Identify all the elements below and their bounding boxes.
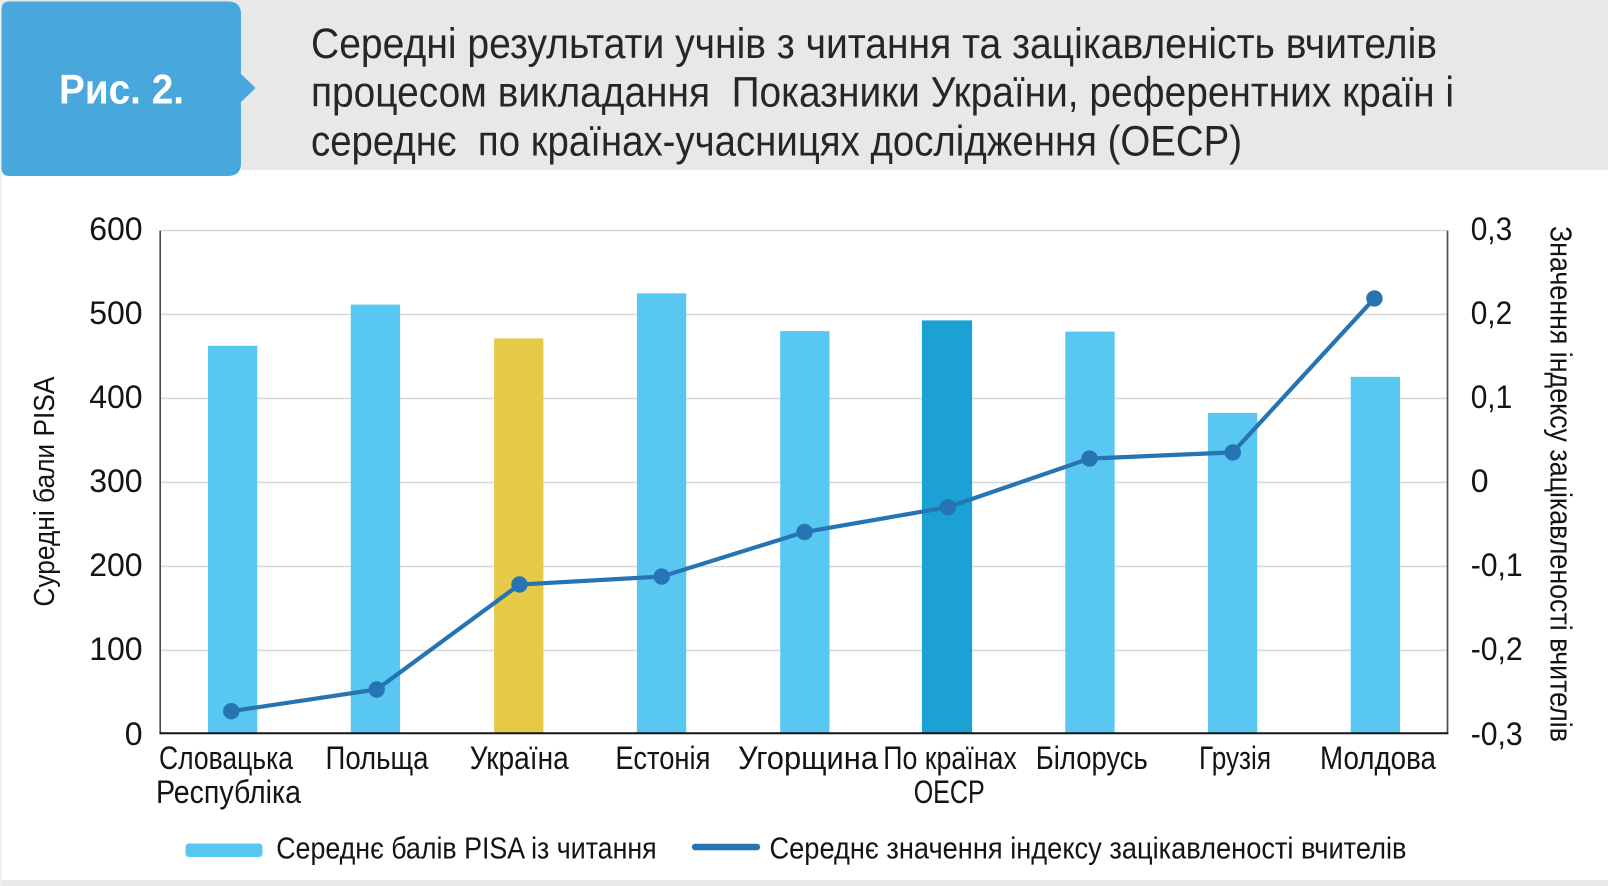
svg-text:400: 400	[89, 379, 142, 415]
svg-text:По країнах: По країнах	[883, 740, 1017, 776]
svg-text:Республіка: Республіка	[156, 774, 301, 810]
svg-text:100: 100	[89, 631, 142, 667]
svg-text:Угорщина: Угорщина	[738, 740, 878, 776]
svg-text:Значення індексу зацікавленост: Значення індексу зацікавленості вчителів	[1543, 226, 1578, 742]
svg-text:0,3: 0,3	[1471, 211, 1513, 247]
svg-text:-0,1: -0,1	[1471, 547, 1523, 583]
svg-text:процесом викладання Показники: процесом викладання Показники України, р…	[311, 69, 1454, 117]
svg-text:Суредні бали PISA: Суредні бали PISA	[29, 376, 61, 607]
svg-text:Польща: Польща	[326, 740, 429, 776]
svg-text:ОЕСР: ОЕСР	[914, 774, 985, 810]
svg-text:0: 0	[125, 716, 143, 752]
svg-text:-0,3: -0,3	[1471, 716, 1523, 752]
svg-text:Естонія: Естонія	[615, 740, 710, 776]
svg-text:Рис. 2.: Рис. 2.	[59, 66, 184, 113]
svg-text:Грузія: Грузія	[1199, 740, 1271, 776]
svg-text:0: 0	[1471, 463, 1489, 499]
svg-text:Середні результати учнів з чит: Середні результати учнів з читання та за…	[311, 20, 1437, 68]
svg-text:Словацька: Словацька	[159, 740, 293, 776]
svg-text:200: 200	[89, 547, 142, 583]
svg-text:-0,2: -0,2	[1471, 631, 1523, 667]
svg-text:300: 300	[89, 463, 142, 499]
svg-text:Середнє значення індексу зацік: Середнє значення індексу зацікавленості …	[770, 831, 1407, 866]
svg-text:0,1: 0,1	[1471, 379, 1513, 415]
svg-text:Білорусь: Білорусь	[1036, 740, 1148, 776]
svg-text:500: 500	[89, 295, 142, 331]
svg-text:Україна: Україна	[470, 740, 569, 776]
svg-text:0,2: 0,2	[1471, 295, 1513, 331]
svg-text:600: 600	[89, 211, 142, 247]
svg-text:середнє по країнах-учасницях: середнє по країнах-учасницях дослідження…	[311, 117, 1242, 165]
svg-text:Молдова: Молдова	[1320, 740, 1436, 776]
svg-text:Середнє балів PISA із читання: Середнє балів PISA із читання	[276, 831, 657, 866]
